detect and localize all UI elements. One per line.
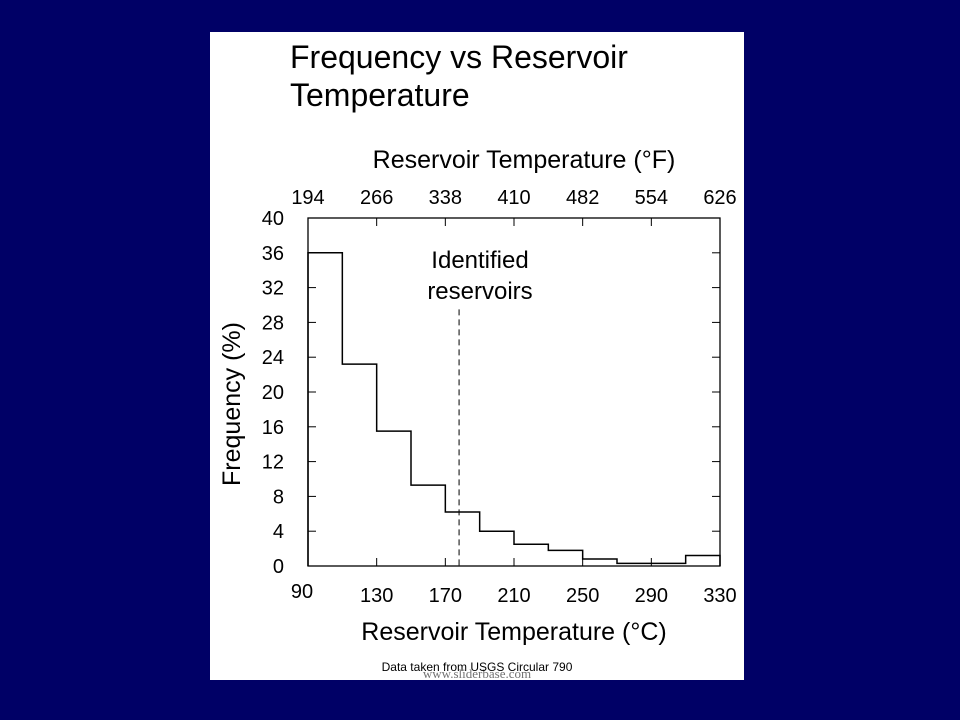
x-tick-label-bottom: 90 xyxy=(291,581,313,603)
histogram-bin-8 xyxy=(583,559,617,566)
x-tick-label-top: 338 xyxy=(429,187,462,209)
x-axis-title-top: Reservoir Temperature (°F) xyxy=(373,146,676,174)
x-tick-label-top: 410 xyxy=(497,187,530,209)
x-tick-label-top: 554 xyxy=(635,187,668,209)
annotation-label-line2: reservoirs xyxy=(427,278,532,305)
x-tick-label-bottom: 290 xyxy=(635,585,668,607)
histogram-bin-6 xyxy=(514,544,548,566)
y-tick-label: 40 xyxy=(262,208,284,230)
histogram-bin-10 xyxy=(686,556,720,566)
histogram-bin-9 xyxy=(617,563,686,566)
x-tick-label-bottom: 170 xyxy=(429,585,462,607)
histogram-bin-1 xyxy=(342,364,376,566)
histogram-chart: 0 4 8 12 16 20 24 28 32 36 40 90 130 170 210 250 290 330 1… xyxy=(218,146,737,646)
histogram-outline xyxy=(307,252,721,566)
x-tick-label-bottom: 210 xyxy=(497,585,530,607)
x-tick-label-top: 194 xyxy=(291,187,324,209)
y-tick-label: 4 xyxy=(273,521,284,543)
y-tick-label: 0 xyxy=(273,556,284,578)
x-tick-label-bottom: 330 xyxy=(703,585,736,607)
histogram-bin-0 xyxy=(308,253,342,566)
y-tick-label: 16 xyxy=(262,417,284,439)
annotation-label-line1: Identified xyxy=(431,247,528,274)
y-axis-title: Frequency (%) xyxy=(218,322,246,486)
y-tick-label: 28 xyxy=(262,312,284,334)
x-axis-title-bottom: Reservoir Temperature (°C) xyxy=(361,618,666,646)
x-tick-label-top: 626 xyxy=(703,187,736,209)
watermark: www.sliderbase.com xyxy=(422,666,532,681)
histogram-bin-2 xyxy=(377,431,411,566)
x-tick-label-top: 482 xyxy=(566,187,599,209)
histogram-bin-3 xyxy=(411,485,445,566)
histogram-bin-4 xyxy=(445,512,479,566)
data-credit: Data taken from USGS Circular 790 xyxy=(381,660,573,674)
y-tick-label: 36 xyxy=(262,243,284,265)
y-tick-label: 8 xyxy=(273,486,284,508)
x-tick-label-bottom: 130 xyxy=(360,585,393,607)
histogram-bin-7 xyxy=(548,550,582,566)
histogram-bin-5 xyxy=(480,531,514,566)
y-tick-label: 32 xyxy=(262,278,284,300)
y-tick-label: 12 xyxy=(262,452,284,474)
y-tick-label: 24 xyxy=(262,347,284,369)
slide-panel: Frequency vs Reservoir Temperature 0 4 8 12… xyxy=(210,32,744,681)
x-tick-label-bottom: 250 xyxy=(566,585,599,607)
x-tick-label-top: 266 xyxy=(360,187,393,209)
chart-title: Frequency vs Reservoir Temperature xyxy=(290,39,628,113)
y-tick-label: 20 xyxy=(262,382,284,404)
